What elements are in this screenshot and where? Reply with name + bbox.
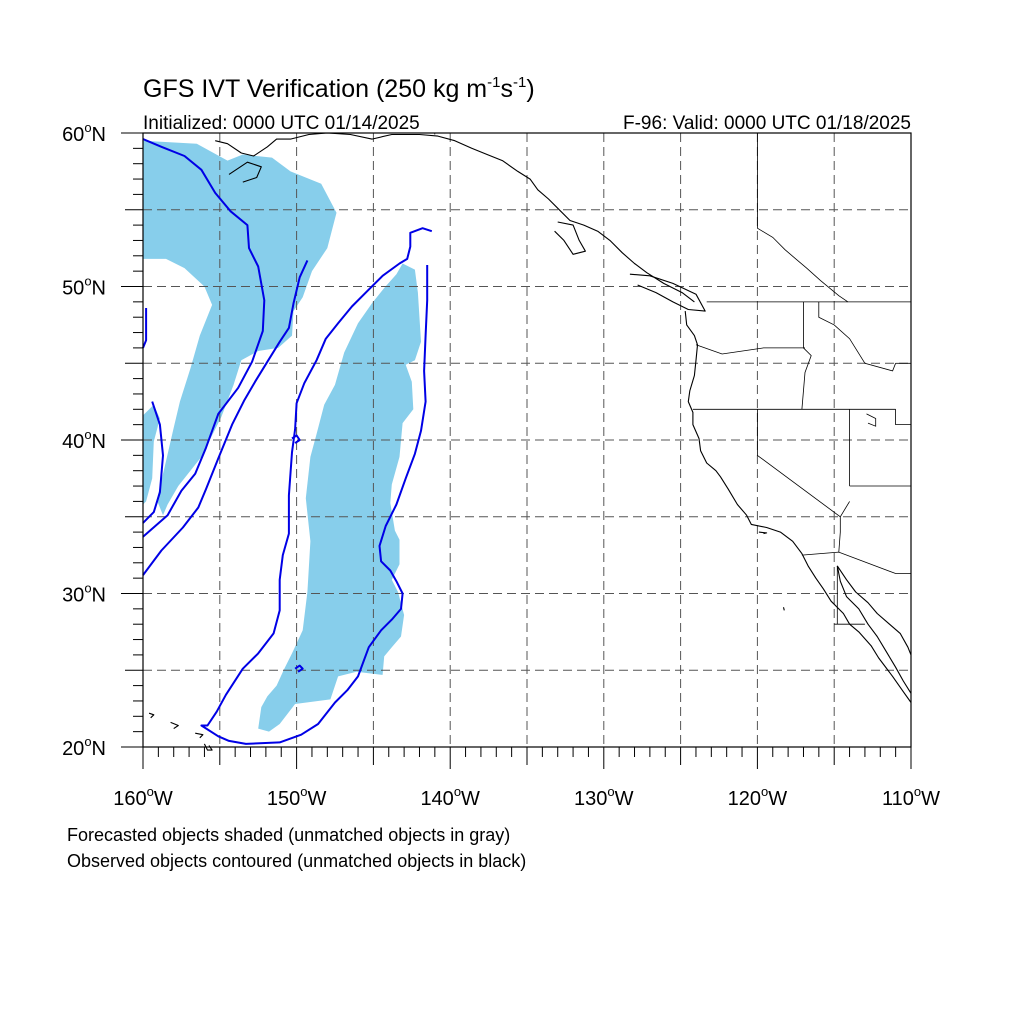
us-mexico-border	[801, 551, 911, 574]
coastlines-layer	[148, 132, 912, 751]
kodiak-island	[228, 161, 262, 183]
haida-gwaii	[554, 221, 586, 255]
lon-label: 130oW	[574, 784, 634, 810]
nevada-california-border	[757, 409, 841, 518]
hawaii-island-maui	[195, 732, 204, 739]
arizona-california-border	[838, 516, 841, 553]
washington-oregon-border	[695, 344, 805, 355]
vancouver-island	[629, 273, 706, 312]
lon-label: 140oW	[420, 784, 480, 810]
lat-label: 40oN	[62, 427, 106, 453]
observed-contours-layer	[142, 138, 433, 745]
initialized-label: Initialized: 0000 UTC 01/14/2025	[143, 113, 420, 134]
forecast-object-north	[143, 140, 337, 516]
observed-contour-west-lower	[142, 401, 164, 524]
graticule	[143, 133, 911, 747]
idaho-montana-border	[818, 301, 896, 372]
axis-labels: 160oW 150oW 140oW 130oW 120oW 110oW 60oN 50oN 40…	[62, 120, 940, 810]
forecast-object-west-edge	[143, 404, 160, 505]
bc-alberta-border	[757, 133, 849, 303]
lon-label: 150oW	[267, 784, 327, 810]
us-west-coast	[684, 311, 912, 703]
forecast-object-central	[258, 263, 421, 732]
observed-contour-main	[200, 227, 433, 745]
forecast-objects-layer	[143, 140, 421, 732]
alaska-coastline	[215, 132, 695, 303]
footnote-observed: Observed objects contoured (unmatched ob…	[67, 851, 527, 871]
utah-wyoming-border	[895, 409, 911, 426]
lon-label: 160oW	[113, 784, 173, 810]
lat-label: 60oN	[62, 120, 106, 146]
footnote-forecast: Forecasted objects shaded (unmatched obj…	[67, 825, 511, 845]
observed-contour-west-small	[142, 308, 148, 349]
baja-gulf-side	[836, 565, 912, 694]
gulf-of-california-coast	[836, 565, 912, 656]
axis-ticks	[121, 132, 912, 769]
lon-label: 110oW	[882, 784, 940, 810]
hawaii-island-kauai	[148, 712, 155, 719]
observed-contour-west-inner	[142, 259, 309, 576]
great-salt-lake	[866, 413, 877, 427]
guadalupe-island	[782, 607, 785, 611]
lat-label: 20oN	[62, 734, 106, 760]
idaho-west-border	[801, 301, 812, 410]
lat-label: 50oN	[62, 274, 106, 300]
map-title: GFS IVT Verification (250 kg m-1s-1)	[143, 74, 535, 103]
observed-contour-dot-a	[291, 434, 301, 444]
observed-contour-north	[142, 138, 266, 538]
lat-label: 30oN	[62, 581, 106, 607]
channel-islands	[758, 531, 768, 535]
arizona-nevada-border	[839, 501, 850, 518]
lon-label: 120oW	[728, 784, 788, 810]
hawaii-island-oahu	[170, 721, 179, 730]
valid-label: F-96: Valid: 0000 UTC 01/18/2025	[623, 113, 911, 134]
observed-contour-dot-b	[294, 664, 304, 673]
